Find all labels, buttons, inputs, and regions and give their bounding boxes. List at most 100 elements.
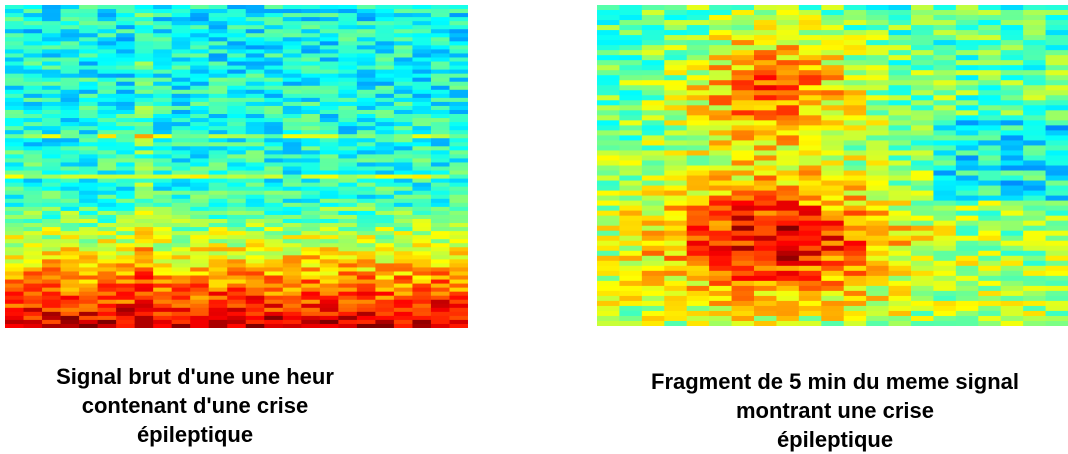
- heatmap-cell: [264, 263, 283, 268]
- heatmap-cell: [821, 90, 844, 96]
- heatmap-cell: [799, 125, 822, 131]
- heatmap-cell: [709, 140, 732, 146]
- heatmap-cell: [116, 45, 135, 50]
- heatmap-cell: [732, 316, 755, 322]
- heatmap-cell: [264, 239, 283, 244]
- heatmap-cell: [209, 25, 228, 30]
- heatmap-cell: [978, 30, 1001, 36]
- heatmap-cell: [283, 102, 302, 107]
- heatmap-cell: [394, 267, 413, 272]
- heatmap-cell: [153, 271, 172, 276]
- heatmap-cell: [24, 296, 43, 301]
- heatmap-cell: [1046, 281, 1068, 287]
- heatmap-cell: [449, 259, 468, 264]
- heatmap-cell: [956, 15, 979, 21]
- heatmap-cell: [431, 223, 450, 228]
- heatmap-cell: [283, 203, 302, 208]
- heatmap-cell: [1046, 105, 1068, 111]
- heatmap-cell: [1023, 65, 1046, 71]
- heatmap-cell: [754, 30, 777, 36]
- heatmap-cell: [956, 281, 979, 287]
- heatmap-cell: [1046, 25, 1068, 31]
- heatmap-cell: [24, 203, 43, 208]
- heatmap-cell: [135, 187, 154, 192]
- heatmap-cell: [776, 321, 799, 326]
- heatmap-cell: [664, 120, 687, 126]
- heatmap-cell: [190, 57, 209, 62]
- heatmap-cell: [776, 216, 799, 222]
- heatmap-cell: [5, 171, 24, 176]
- heatmap-cell: [61, 227, 80, 232]
- heatmap-cell: [135, 288, 154, 293]
- heatmap-cell: [98, 150, 117, 155]
- heatmap-cell: [754, 125, 777, 131]
- heatmap-cell: [394, 187, 413, 192]
- heatmap-cell: [320, 179, 339, 184]
- heatmap-cell: [821, 15, 844, 21]
- heatmap-cell: [264, 304, 283, 309]
- heatmap-cell: [754, 206, 777, 212]
- heatmap-cell: [172, 259, 191, 264]
- heatmap-cell: [375, 17, 394, 22]
- heatmap-cell: [375, 207, 394, 212]
- heatmap-cell: [1046, 201, 1068, 207]
- heatmap-cell: [709, 50, 732, 56]
- heatmap-cell: [320, 110, 339, 115]
- heatmap-cell: [933, 251, 956, 257]
- heatmap-cell: [283, 21, 302, 26]
- heatmap-cell: [61, 308, 80, 313]
- heatmap-cell: [754, 85, 777, 91]
- heatmap-cell: [24, 267, 43, 272]
- heatmap-cell: [732, 226, 755, 232]
- heatmap-cell: [375, 324, 394, 328]
- heatmap-cell: [1023, 120, 1046, 126]
- heatmap-cell: [357, 243, 376, 248]
- heatmap-cell: [301, 110, 320, 115]
- heatmap-cell: [799, 80, 822, 86]
- heatmap-cell: [933, 125, 956, 131]
- heatmap-cell: [24, 292, 43, 297]
- heatmap-cell: [664, 296, 687, 302]
- heatmap-cell: [754, 271, 777, 277]
- heatmap-cell: [5, 284, 24, 289]
- heatmap-cell: [394, 227, 413, 232]
- heatmap-cell: [61, 102, 80, 107]
- heatmap-cell: [153, 37, 172, 42]
- heatmap-cell: [911, 241, 934, 247]
- heatmap-cell: [664, 65, 687, 71]
- heatmap-cell: [911, 176, 934, 182]
- heatmap-cell: [79, 150, 98, 155]
- heatmap-cell: [449, 74, 468, 79]
- heatmap-cell: [227, 207, 246, 212]
- heatmap-cell: [153, 9, 172, 14]
- heatmap-cell: [687, 186, 710, 192]
- heatmap-cell: [375, 13, 394, 18]
- heatmap-cell: [320, 223, 339, 228]
- heatmap-cell: [135, 316, 154, 321]
- heatmap-cell: [799, 291, 822, 297]
- heatmap-cell: [24, 17, 43, 22]
- heatmap-cell: [664, 155, 687, 161]
- heatmap-cell: [1046, 100, 1068, 106]
- heatmap-cell: [209, 37, 228, 42]
- heatmap-cell: [283, 207, 302, 212]
- heatmap-cell: [209, 130, 228, 135]
- heatmap-cell: [1046, 110, 1068, 116]
- heatmap-cell: [283, 5, 302, 10]
- heatmap-cell: [301, 251, 320, 256]
- heatmap-cell: [135, 227, 154, 232]
- heatmap-cell: [153, 106, 172, 111]
- heatmap-cell: [844, 155, 867, 161]
- heatmap-cell: [889, 216, 912, 222]
- heatmap-cell: [799, 256, 822, 262]
- heatmap-cell: [283, 134, 302, 139]
- heatmap-cell: [911, 85, 934, 91]
- heatmap-cell: [844, 25, 867, 31]
- heatmap-cell: [431, 292, 450, 297]
- heatmap-cell: [5, 300, 24, 305]
- heatmap-cell: [709, 181, 732, 187]
- heatmap-cell: [956, 176, 979, 182]
- heatmap-cell: [209, 110, 228, 115]
- heatmap-cell: [933, 281, 956, 287]
- heatmap-cell: [227, 199, 246, 204]
